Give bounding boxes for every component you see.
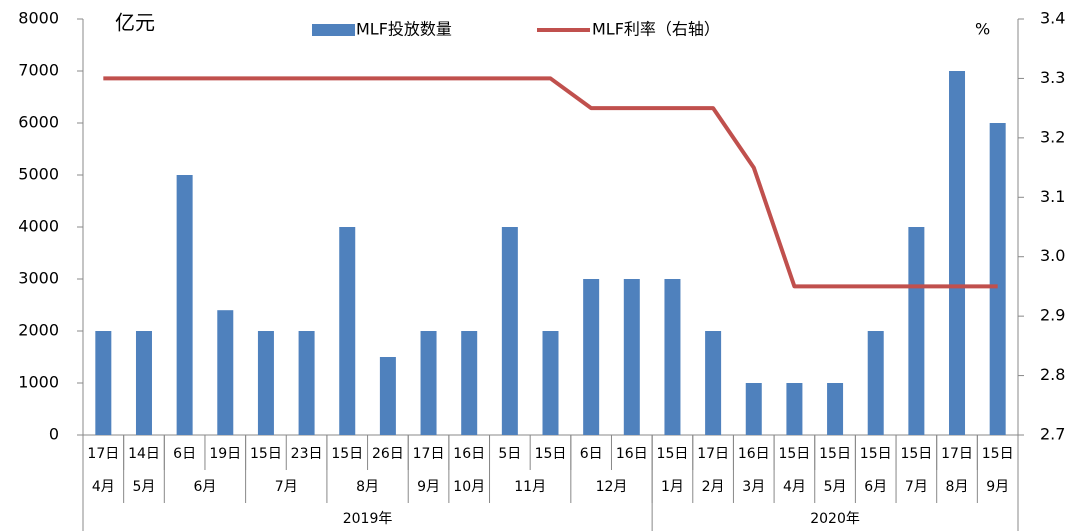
bar [989, 123, 1006, 435]
y2-tick-label: 2.8 [1040, 365, 1065, 384]
months-label: 5月 [133, 479, 156, 495]
x-tick-label: 15日 [819, 446, 851, 462]
bar [95, 331, 112, 435]
y-tick-label: 7000 [18, 61, 59, 80]
y-tick-label: 6000 [18, 113, 59, 132]
months-label: 6月 [864, 479, 887, 495]
months-label: 7月 [905, 479, 928, 495]
x-tick-label: 15日 [657, 446, 689, 462]
y-tick-label: 5000 [18, 165, 59, 184]
x-tick-label: 17日 [413, 446, 445, 462]
x-tick-label: 17日 [941, 446, 973, 462]
bar [176, 175, 193, 435]
bar [217, 310, 234, 435]
x-tick-label: 16日 [616, 446, 648, 462]
bar [461, 331, 478, 435]
legend-label: MLF投放数量 [356, 20, 452, 39]
months-label: 4月 [783, 479, 806, 495]
x-tick-label: 15日 [900, 446, 932, 462]
months-label: 3月 [742, 479, 765, 495]
x-tick-label: 15日 [535, 446, 567, 462]
bar [135, 331, 152, 435]
x-tick-label: 14日 [128, 446, 160, 462]
months-label: 8月 [946, 479, 969, 495]
months-label: 12月 [596, 479, 628, 495]
y2-tick-label: 2.9 [1040, 306, 1065, 325]
y-tick-label: 0 [49, 425, 59, 444]
legend-swatch [312, 24, 355, 36]
months-label: 4月 [92, 479, 115, 495]
bar [867, 331, 884, 435]
y2-tick-label: 3.2 [1040, 127, 1065, 146]
months-label: 5月 [824, 479, 847, 495]
x-tick-label: 23日 [291, 446, 323, 462]
months-label: 6月 [193, 479, 216, 495]
bar [949, 71, 966, 435]
months-label: 8月 [356, 479, 379, 495]
y-tick-label: 4000 [18, 217, 59, 236]
months-label: 9月 [986, 479, 1009, 495]
years-label: 2019年 [343, 511, 393, 527]
y2-tick-label: 3.4 [1040, 9, 1065, 28]
x-tick-label: 15日 [982, 446, 1014, 462]
y-tick-label: 8000 [18, 9, 59, 28]
months-label: 2月 [702, 479, 725, 495]
bar [623, 279, 640, 435]
x-tick-label: 16日 [453, 446, 485, 462]
y-tick-label: 2000 [18, 321, 59, 340]
months-label: 1月 [661, 479, 684, 495]
legend-label: MLF利率（右轴） [592, 20, 720, 39]
months-label: 11月 [514, 479, 546, 495]
x-tick-label: 17日 [697, 446, 729, 462]
bar [827, 383, 844, 435]
bar [583, 279, 600, 435]
bar [339, 227, 356, 435]
y2-tick-label: 3.0 [1040, 246, 1065, 265]
bar [908, 227, 925, 435]
x-tick-label: 26日 [372, 446, 404, 462]
y2-unit: % [975, 20, 990, 39]
x-tick-label: 15日 [250, 446, 282, 462]
x-tick-label: 15日 [331, 446, 363, 462]
bar [298, 331, 315, 435]
x-tick-label: 6日 [173, 446, 196, 462]
y-tick-label: 3000 [18, 269, 59, 288]
bar [664, 279, 681, 435]
x-tick-label: 16日 [738, 446, 770, 462]
months-label: 10月 [453, 479, 485, 495]
y2-tick-label: 3.3 [1040, 68, 1065, 87]
months-label: 7月 [275, 479, 298, 495]
bar [420, 331, 437, 435]
bar [501, 227, 518, 435]
months-label: 9月 [417, 479, 440, 495]
x-tick-label: 15日 [860, 446, 892, 462]
y-tick-label: 1000 [18, 373, 59, 392]
x-tick-label: 5日 [498, 446, 521, 462]
bar [257, 331, 274, 435]
x-tick-label: 6日 [580, 446, 603, 462]
bar [705, 331, 722, 435]
bar [542, 331, 559, 435]
x-tick-label: 15日 [778, 446, 810, 462]
bar [379, 357, 396, 435]
y2-tick-label: 3.1 [1040, 187, 1065, 206]
line [103, 76, 998, 289]
x-tick-label: 19日 [209, 446, 241, 462]
x-tick-label: 17日 [87, 446, 119, 462]
y-unit: 亿元 [115, 11, 155, 35]
y2-tick-label: 2.7 [1040, 425, 1065, 444]
bar [786, 383, 803, 435]
bar [745, 383, 762, 435]
years-label: 2020年 [810, 511, 860, 527]
